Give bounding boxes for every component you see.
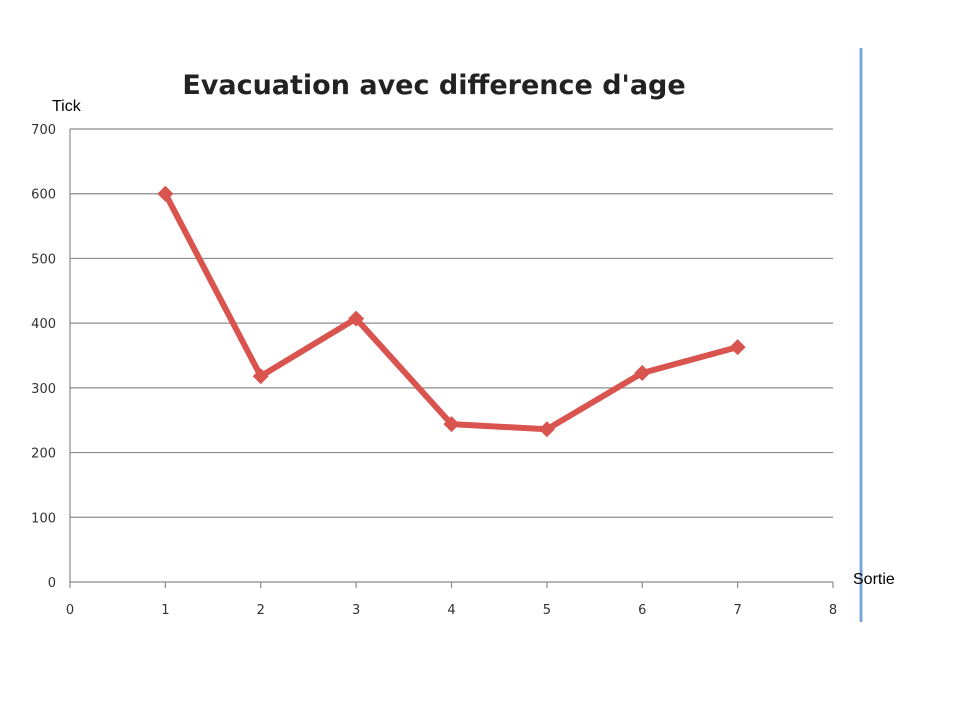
y-tick-label: 600 [31,188,56,203]
chart-title: Evacuation avec difference d'age [182,70,685,101]
series-line [162,190,741,433]
y-tick-label: 300 [31,382,56,397]
data-point [729,339,746,356]
gridlines [70,128,833,518]
y-tick-label: 100 [31,511,56,526]
y-tick-label: 0 [48,576,56,591]
x-tick-label: 3 [352,603,360,618]
x-tick-label: 6 [638,603,646,618]
data-point [443,416,460,433]
x-tick-label: 0 [66,603,74,618]
x-tick-labels: 0 1 2 3 4 5 6 7 8 [66,603,837,618]
x-tick-label: 5 [543,603,551,618]
data-point [348,310,365,327]
x-axis-label: Sortie [853,571,895,588]
y-tick-label: 700 [31,123,56,138]
data-point [252,368,269,385]
data-point [157,185,174,202]
y-tick-labels: 0 100 200 300 400 500 600 700 [31,123,56,591]
data-point [538,421,555,438]
x-tick-label: 7 [733,603,741,618]
y-tick-label: 200 [31,447,56,462]
y-tick-label: 500 [31,252,56,267]
data-point [634,364,651,381]
x-tick-label: 2 [257,603,265,618]
series-group [157,185,746,438]
y-tick-label: 400 [31,317,56,332]
x-tick-label: 8 [829,603,837,618]
x-tick-label: 1 [161,603,169,618]
y-axis-label: Tick [52,98,82,115]
axes [69,129,834,588]
x-tick-label: 4 [447,603,455,618]
